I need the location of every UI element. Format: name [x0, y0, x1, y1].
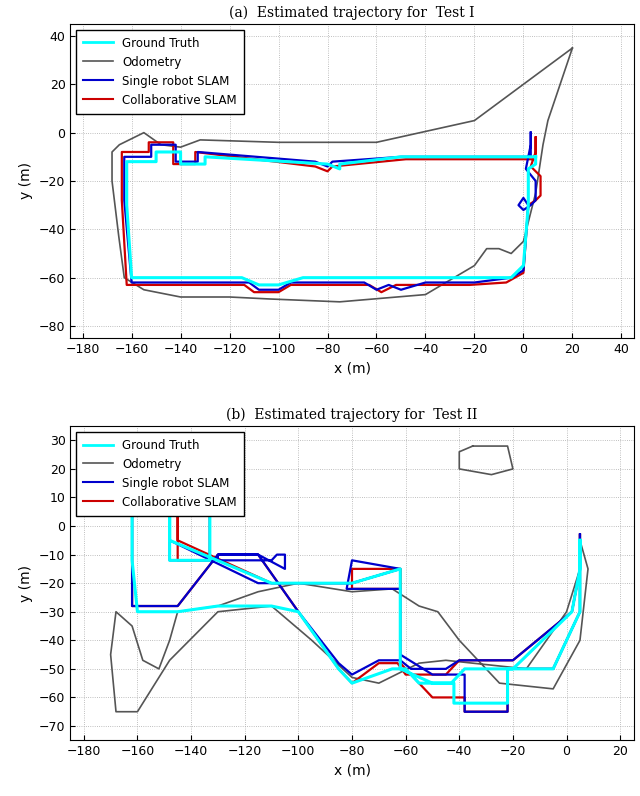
Legend: Ground Truth, Odometry, Single robot SLAM, Collaborative SLAM: Ground Truth, Odometry, Single robot SLA…: [76, 432, 244, 516]
Title: (a)  Estimated trajectory for  Test I: (a) Estimated trajectory for Test I: [229, 6, 475, 20]
X-axis label: x (m): x (m): [333, 763, 371, 778]
Legend: Ground Truth, Odometry, Single robot SLAM, Collaborative SLAM: Ground Truth, Odometry, Single robot SLA…: [76, 29, 244, 114]
Y-axis label: y (m): y (m): [19, 564, 33, 602]
Title: (b)  Estimated trajectory for  Test II: (b) Estimated trajectory for Test II: [227, 408, 477, 422]
Y-axis label: y (m): y (m): [19, 162, 33, 200]
X-axis label: x (m): x (m): [333, 361, 371, 376]
